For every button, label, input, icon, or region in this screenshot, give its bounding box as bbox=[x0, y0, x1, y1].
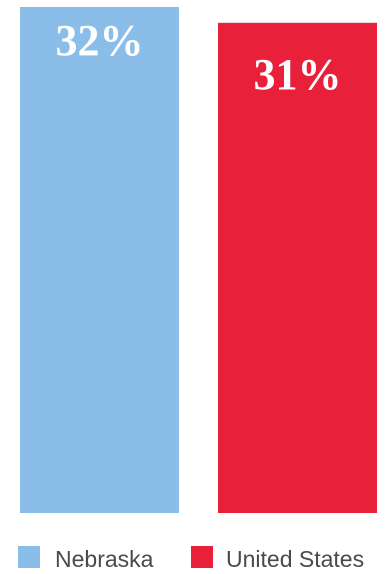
legend: Nebraska United States bbox=[18, 546, 364, 572]
legend-swatch-united-states bbox=[191, 546, 213, 568]
bars-group bbox=[20, 7, 377, 513]
legend-label-united-states: United States bbox=[226, 546, 364, 572]
data-label-united-states: 31% bbox=[254, 50, 342, 99]
bar-nebraska bbox=[20, 7, 179, 513]
bar-united-states bbox=[218, 22, 377, 513]
data-labels-group: 32% 31% bbox=[56, 16, 342, 99]
data-label-nebraska: 32% bbox=[56, 16, 144, 65]
legend-swatch-nebraska bbox=[18, 546, 40, 568]
legend-label-nebraska: Nebraska bbox=[55, 546, 154, 572]
